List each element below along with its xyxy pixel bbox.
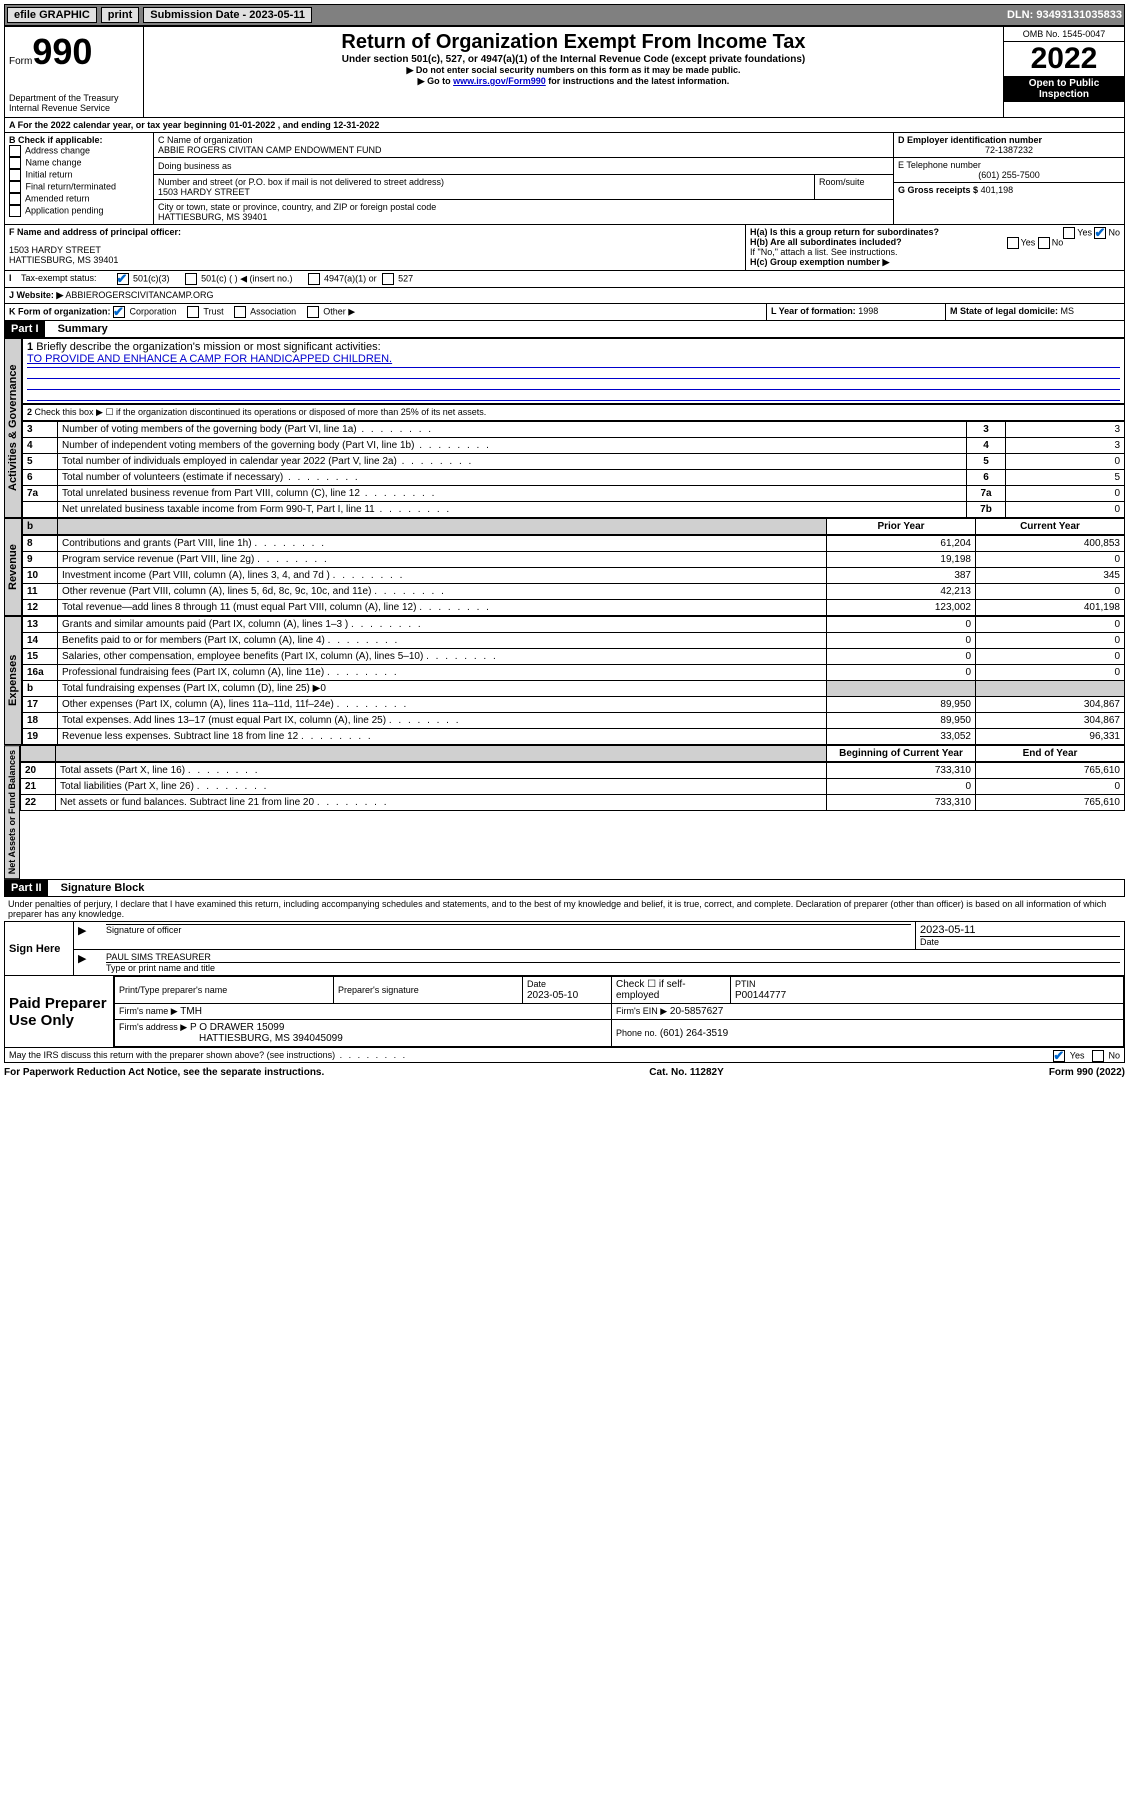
instr1: ▶ Do not enter social security numbers o… [148, 65, 999, 76]
block-a: A For the 2022 calendar year, or tax yea… [4, 118, 1125, 133]
street: 1503 HARDY STREET [158, 187, 810, 197]
discuss-row: May the IRS discuss this return with the… [4, 1048, 1125, 1063]
irs-link[interactable]: www.irs.gov/Form990 [453, 76, 546, 86]
hb-no[interactable] [1038, 237, 1050, 249]
block-j: J Website: ▶ ABBIEROGERSCIVITANCAMP.ORG [4, 288, 1125, 304]
501c3-check[interactable] [117, 273, 129, 285]
form-subtitle: Under section 501(c), 527, or 4947(a)(1)… [148, 54, 999, 65]
vlabel-ag: Activities & Governance [4, 338, 22, 518]
dln: DLN: 93493131035833 [1007, 9, 1122, 21]
form-header: Form990 Department of the Treasury Inter… [4, 26, 1125, 118]
omb: OMB No. 1545-0047 [1004, 27, 1124, 42]
paid-preparer: Paid Preparer Use Only [5, 976, 114, 1047]
city: HATTIESBURG, MS 39401 [158, 212, 889, 222]
table-rev-hdr: bPrior YearCurrent Year [22, 518, 1125, 535]
submission-block: Submission Date - 2023-05-11 [143, 7, 312, 23]
block-i: I Tax-exempt status: 501(c)(3) 501(c) ( … [4, 271, 1125, 288]
part1-title: Summary [48, 323, 108, 335]
block-h: H(a) Is this a group return for subordin… [746, 225, 1124, 270]
topbar: efile GRAPHIC print Submission Date - 20… [4, 4, 1125, 26]
part2-title: Signature Block [51, 882, 145, 894]
right-blocks: D Employer identification number 72-1387… [893, 133, 1124, 224]
mission: TO PROVIDE AND ENHANCE A CAMP FOR HANDIC… [27, 353, 392, 365]
form-number: Form990 [9, 31, 139, 73]
efile-label: efile GRAPHIC [7, 7, 97, 23]
hb-yes[interactable] [1007, 237, 1019, 249]
ein: 72-1387232 [898, 145, 1120, 155]
table-na: 20Total assets (Part X, line 16) 733,310… [20, 762, 1125, 811]
ha-no[interactable] [1094, 227, 1106, 239]
table-exp: 13Grants and similar amounts paid (Part … [22, 616, 1125, 745]
discuss-no[interactable] [1092, 1050, 1104, 1062]
block-b: B Check if applicable: Address change Na… [5, 133, 154, 224]
tax-year: 2022 [1004, 42, 1124, 76]
table-rev: 8Contributions and grants (Part VIII, li… [22, 535, 1125, 616]
footer: For Paperwork Reduction Act Notice, see … [4, 1067, 1125, 1078]
instr2: ▶ Go to www.irs.gov/Form990 for instruct… [148, 76, 999, 87]
part2-tag: Part II [5, 880, 48, 896]
vlabel-rev: Revenue [4, 518, 22, 616]
ha-yes[interactable] [1063, 227, 1075, 239]
declaration: Under penalties of perjury, I declare th… [4, 897, 1125, 921]
print-button[interactable]: print [101, 7, 139, 23]
block-k: K Form of organization: Corporation Trus… [5, 304, 767, 320]
department: Department of the Treasury Internal Reve… [9, 93, 139, 113]
block-f: F Name and address of principal officer:… [5, 225, 746, 270]
discuss-yes[interactable] [1053, 1050, 1065, 1062]
b-items: Address change Name change Initial retur… [9, 145, 149, 217]
gross-receipts: 401,198 [981, 185, 1014, 195]
submission-date: 2023-05-11 [249, 9, 305, 21]
phone: (601) 255-7500 [898, 170, 1120, 180]
inspection-badge: Open to Public Inspection [1004, 76, 1124, 102]
vlabel-exp: Expenses [4, 616, 22, 745]
website: ABBIEROGERSCIVITANCAMP.ORG [65, 290, 213, 300]
officer-name: PAUL SIMS TREASURER [106, 952, 1120, 962]
sign-here: Sign Here [5, 922, 74, 975]
table-ag: 3Number of voting members of the governi… [22, 421, 1125, 518]
org-name: ABBIE ROGERS CIVITAN CAMP ENDOWMENT FUND [158, 145, 889, 155]
form-title: Return of Organization Exempt From Incom… [148, 31, 999, 54]
submission-label: Submission Date - [150, 9, 246, 21]
block-c: C Name of organization ABBIE ROGERS CIVI… [154, 133, 893, 224]
vlabel-na: Net Assets or Fund Balances [4, 745, 20, 879]
part1-tag: Part I [5, 321, 45, 337]
